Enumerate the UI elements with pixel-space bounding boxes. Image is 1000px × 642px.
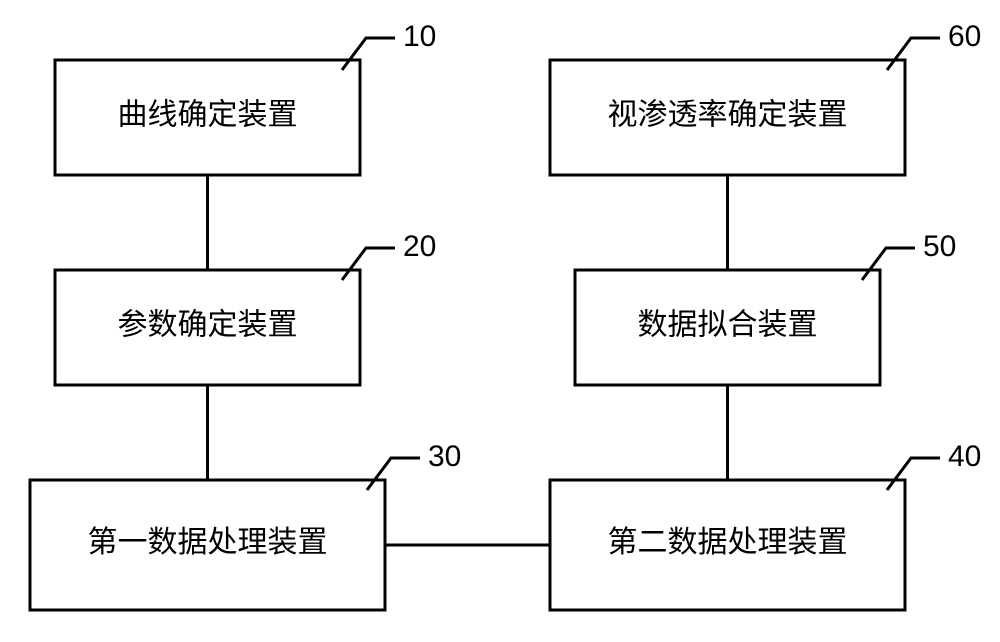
node-number-n60: 60 xyxy=(948,20,981,53)
node-label-n60: 视渗透率确定装置 xyxy=(608,98,848,131)
flowchart-diagram: 曲线确定装置参数确定装置第一数据处理装置 视渗透率确定装置数据拟合装置第二数据处理… xyxy=(0,0,1000,642)
callout-line-n60 xyxy=(887,38,940,70)
node-label-n50: 数据拟合装置 xyxy=(638,308,818,341)
callout-line-n50 xyxy=(862,248,915,280)
callout-line-n10 xyxy=(342,38,395,70)
node-label-n30: 第一数据处理装置 xyxy=(88,526,328,559)
node-label-n20: 参数确定装置 xyxy=(118,308,298,341)
node-label-n40: 第二数据处理装置 xyxy=(608,526,848,559)
node-number-n10: 10 xyxy=(403,20,436,53)
node-number-n40: 40 xyxy=(948,440,981,473)
node-label-n10: 曲线确定装置 xyxy=(118,98,298,131)
node-number-n50: 50 xyxy=(923,230,956,263)
node-number-n30: 30 xyxy=(428,440,461,473)
node-number-n20: 20 xyxy=(403,230,436,263)
callout-line-n30 xyxy=(367,458,420,490)
callout-line-n20 xyxy=(342,248,395,280)
callout-line-n40 xyxy=(887,458,940,490)
